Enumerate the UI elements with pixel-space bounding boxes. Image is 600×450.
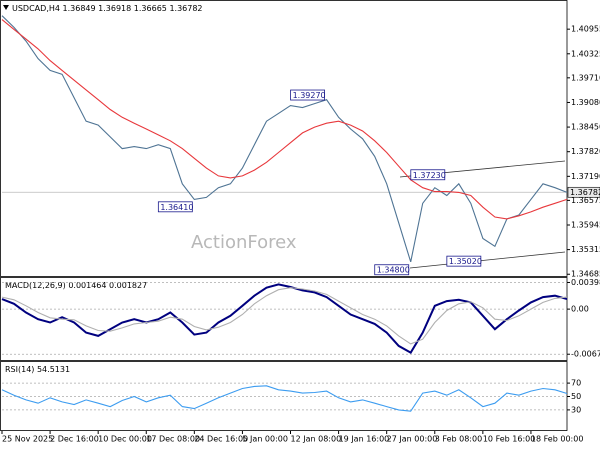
annotation-box bbox=[446, 255, 482, 267]
annotation-label: 1.37230 bbox=[413, 171, 446, 180]
x-tick-label: 2 Dec 16:00 bbox=[50, 435, 99, 444]
header: USDCAD,H4 1.36849 1.36918 1.36665 1.3678… bbox=[12, 4, 203, 13]
y-tick-label: 1.37820 bbox=[571, 147, 600, 156]
x-tick-label: 3 Feb 08:00 bbox=[435, 435, 482, 444]
panel-frame bbox=[0, 0, 568, 277]
y-tick-label: 0.00 bbox=[571, 305, 589, 314]
rsi-value: 54.5131 bbox=[37, 365, 70, 374]
panel-frame bbox=[0, 361, 568, 431]
x-tick-label: 27 Jan 00:00 bbox=[387, 435, 438, 444]
y-tick-label: 1.40325 bbox=[571, 49, 600, 58]
signal-value: 0.001827 bbox=[109, 281, 147, 290]
high: 1.36918 bbox=[98, 4, 131, 13]
y-tick-label: 30 bbox=[571, 405, 581, 414]
x-tick-label: 10 Feb 16:00 bbox=[483, 435, 535, 444]
x-tick-label: 5 Jan 00:00 bbox=[242, 435, 288, 444]
annotation-label: 1.34800 bbox=[377, 266, 410, 275]
annotation-box bbox=[410, 169, 446, 181]
x-tick-label: 19 Jan 16:00 bbox=[339, 435, 390, 444]
y-tick-label: 0.003982 bbox=[571, 278, 600, 287]
series-line bbox=[1, 15, 568, 263]
x-tick-label: 10 Dec 00:00 bbox=[98, 435, 152, 444]
y-tick-label: 1.39080 bbox=[571, 98, 600, 107]
y-tick-label: 1.34685 bbox=[571, 270, 600, 279]
y-tick-label: 1.35315 bbox=[571, 245, 600, 254]
open: 1.36849 bbox=[63, 4, 96, 13]
x-tick-label: 25 Nov 2025 bbox=[2, 435, 53, 444]
y-tick-label: -0.006737 bbox=[571, 350, 600, 359]
x-tick-label: 24 Dec 16:00 bbox=[194, 435, 248, 444]
series-line bbox=[1, 283, 568, 354]
y-tick-label: 1.36575 bbox=[571, 196, 600, 205]
annotation-label: 1.39270 bbox=[293, 91, 326, 100]
series-line bbox=[1, 19, 568, 220]
rsi-title: RSI(14) bbox=[5, 365, 34, 374]
x-tick-label: 12 Jan 08:00 bbox=[291, 435, 342, 444]
y-tick-label: 1.35945 bbox=[571, 220, 600, 229]
annotation-box bbox=[374, 264, 410, 276]
channel-bottom bbox=[409, 251, 566, 269]
menu-arrow bbox=[3, 5, 9, 10]
panel-frame bbox=[0, 277, 568, 361]
x-tick-label: 17 Dec 08:00 bbox=[146, 435, 200, 444]
rsi-header: RSI(14) 54.5131 bbox=[5, 365, 70, 374]
close: 1.36782 bbox=[169, 4, 202, 13]
low: 1.36665 bbox=[134, 4, 167, 13]
y-tick-label: 1.39710 bbox=[571, 73, 600, 82]
macd-title: MACD(12,26,9) bbox=[5, 281, 66, 290]
y-tick-label: 70 bbox=[571, 379, 581, 388]
y-tick-label: 1.40955 bbox=[571, 25, 600, 34]
symbol: USDCAD,H4 bbox=[12, 4, 60, 13]
annotation-label: 1.35020 bbox=[449, 257, 482, 266]
last-price-box bbox=[567, 186, 600, 198]
annotation-box bbox=[157, 201, 193, 213]
watermark: ActionForex bbox=[191, 232, 297, 253]
series-line bbox=[1, 287, 568, 345]
macd-value: 0.001464 bbox=[68, 281, 106, 290]
annotation-box bbox=[290, 89, 325, 101]
y-tick-label: 50 bbox=[571, 392, 581, 401]
x-tick-label: 18 Feb 00:00 bbox=[531, 435, 583, 444]
macd-header: MACD(12,26,9) 0.001464 0.001827 bbox=[5, 281, 147, 290]
series-line bbox=[1, 385, 568, 412]
annotation-label: 1.36410 bbox=[160, 203, 193, 212]
y-tick-label: 1.37190 bbox=[571, 172, 600, 181]
last-price-label: 1.36782 bbox=[570, 188, 600, 197]
y-tick-label: 1.38450 bbox=[571, 123, 600, 132]
